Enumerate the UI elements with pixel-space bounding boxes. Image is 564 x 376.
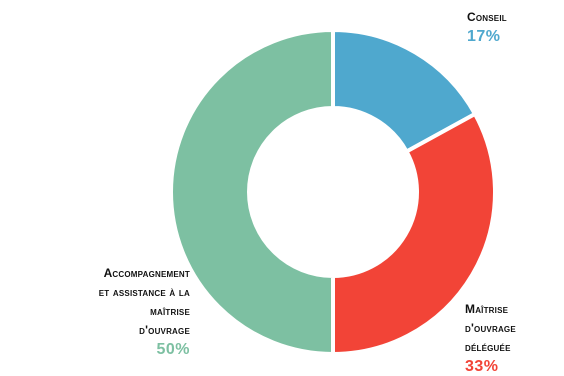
slice-name-maitrise-ouvrage-deleguee: Maîtrise d'ouvrage déléguée	[465, 302, 516, 354]
donut-slices	[169, 27, 497, 357]
slice-name-accompagnement: Accompagnement et assistance à la maîtri…	[98, 266, 190, 337]
slice-label-maitrise-ouvrage-deleguee: Maîtrise d'ouvrage déléguée 33%	[465, 300, 516, 376]
slice-label-conseil: Conseil 17%	[467, 8, 507, 46]
donut-slice-0	[331, 27, 478, 155]
slice-percent-maitrise-ouvrage-deleguee: 33%	[465, 358, 499, 375]
slice-percent-accompagnement: 50%	[156, 341, 190, 358]
donut-slice-1	[331, 111, 497, 357]
slice-percent-conseil: 17%	[467, 28, 501, 45]
slice-name-conseil: Conseil	[467, 10, 507, 24]
slice-label-accompagnement: Accompagnement et assistance à la maîtri…	[0, 264, 190, 359]
donut-slice-2	[169, 27, 335, 357]
